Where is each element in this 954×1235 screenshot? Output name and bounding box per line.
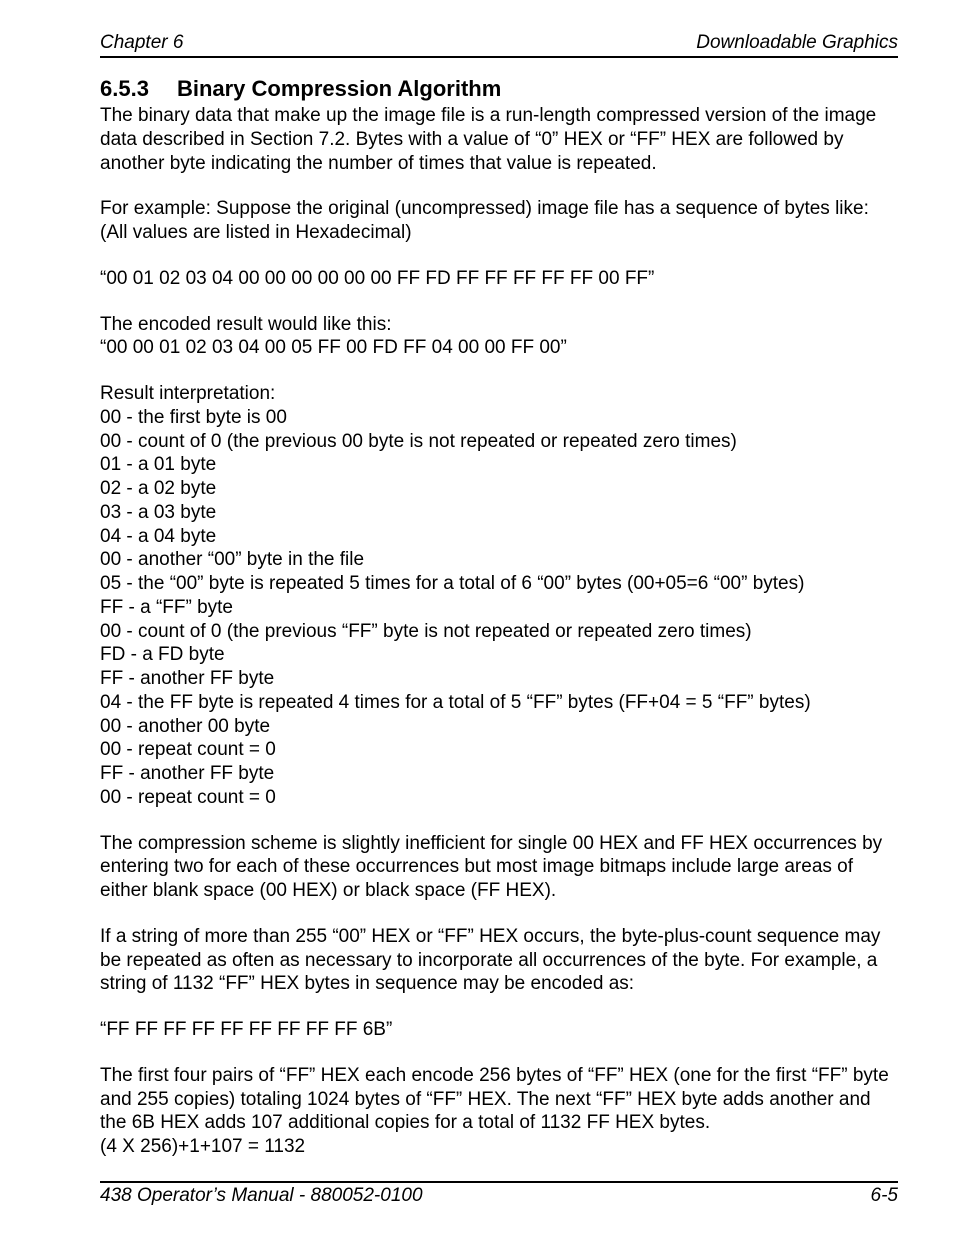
header-right: Downloadable Graphics: [696, 32, 898, 54]
interpretation-line: 05 - the “00” byte is repeated 5 times f…: [100, 572, 898, 596]
interpretation-lead: Result interpretation:: [100, 382, 898, 406]
interpretation-line: 00 - another 00 byte: [100, 715, 898, 739]
interpretation-line: 00 - count of 0 (the previous “FF” byte …: [100, 620, 898, 644]
interpretation-line: FF - a “FF” byte: [100, 596, 898, 620]
page-footer: 438 Operator’s Manual - 880052-0100 6-5: [100, 1181, 898, 1207]
raw-bytes: “00 01 02 03 04 00 00 00 00 00 00 FF FD …: [100, 267, 898, 291]
compression-note: The compression scheme is slightly ineff…: [100, 832, 898, 903]
section-number: 6.5.3: [100, 76, 149, 102]
interpretation-line: 00 - repeat count = 0: [100, 786, 898, 810]
long-string-lead: If a string of more than 255 “00” HEX or…: [100, 925, 898, 996]
encoded-bytes: “00 00 01 02 03 04 00 05 FF 00 FD FF 04 …: [100, 336, 898, 360]
long-ff-bytes: “FF FF FF FF FF FF FF FF FF 6B”: [100, 1018, 898, 1042]
section-heading: 6.5.3 Binary Compression Algorithm: [100, 76, 898, 102]
encoded-lead: The encoded result would like this:: [100, 313, 898, 337]
footer-left: 438 Operator’s Manual - 880052-0100: [100, 1185, 423, 1207]
interpretation-line: 04 - the FF byte is repeated 4 times for…: [100, 691, 898, 715]
page-header: Chapter 6 Downloadable Graphics: [100, 32, 898, 58]
body-text: The binary data that make up the image f…: [100, 104, 898, 1159]
interpretation-line: FF - another FF byte: [100, 667, 898, 691]
interpretation-line: 00 - another “00” byte in the file: [100, 548, 898, 572]
example-lead: For example: Suppose the original (uncom…: [100, 197, 898, 245]
interpretation-line: 00 - the first byte is 00: [100, 406, 898, 430]
interpretation-line: 01 - a 01 byte: [100, 453, 898, 477]
interpretation-line: 00 - repeat count = 0: [100, 738, 898, 762]
interpretation-line: 02 - a 02 byte: [100, 477, 898, 501]
explanation-paragraph: The first four pairs of “FF” HEX each en…: [100, 1064, 898, 1135]
interpretation-line: 03 - a 03 byte: [100, 501, 898, 525]
calculation-line: (4 X 256)+1+107 = 1132: [100, 1135, 898, 1159]
interpretation-line: 04 - a 04 byte: [100, 525, 898, 549]
interpretation-list: 00 - the first byte is 0000 - count of 0…: [100, 406, 898, 810]
interpretation-line: FF - another FF byte: [100, 762, 898, 786]
footer-right: 6-5: [871, 1185, 898, 1207]
page: Chapter 6 Downloadable Graphics 6.5.3 Bin…: [0, 0, 954, 1235]
intro-paragraph: The binary data that make up the image f…: [100, 104, 898, 175]
header-left: Chapter 6: [100, 32, 183, 54]
interpretation-line: 00 - count of 0 (the previous 00 byte is…: [100, 430, 898, 454]
section-title: Binary Compression Algorithm: [177, 76, 501, 101]
interpretation-line: FD - a FD byte: [100, 643, 898, 667]
